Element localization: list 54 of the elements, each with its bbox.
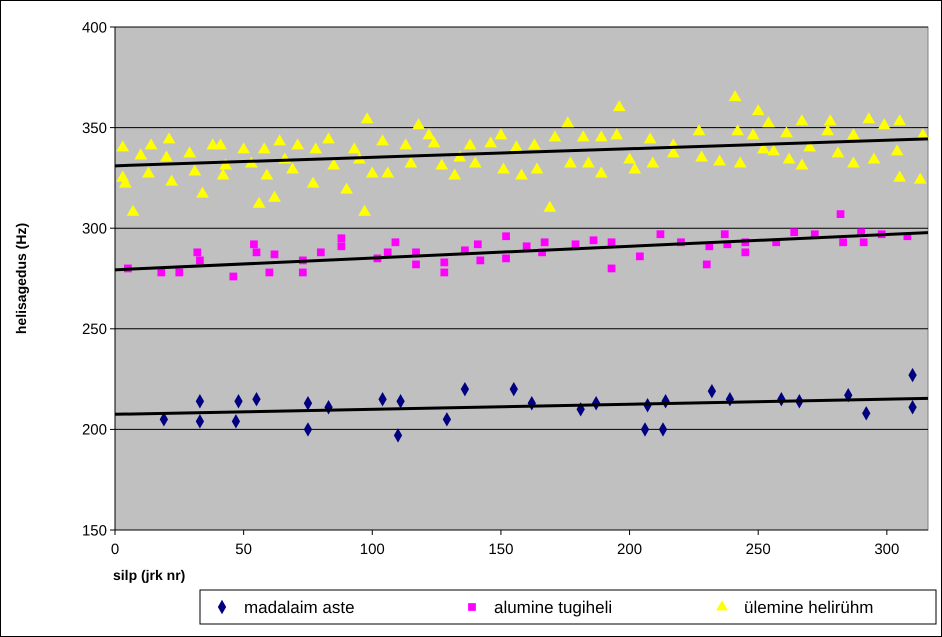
point (392, 238, 400, 246)
point (440, 268, 448, 276)
point (839, 238, 847, 246)
x-axis-title: silp (jrk nr) (113, 567, 186, 583)
point (157, 268, 166, 276)
point (412, 260, 420, 268)
point (836, 210, 844, 218)
point (338, 234, 346, 242)
legend-label: madalaim aste (244, 598, 355, 617)
point (175, 268, 184, 276)
point (270, 250, 278, 258)
point (316, 248, 325, 256)
x-tick-label: 50 (235, 541, 252, 558)
point (229, 272, 238, 280)
point (702, 260, 711, 268)
point (790, 228, 798, 236)
point (860, 238, 868, 246)
point (298, 268, 307, 276)
x-tick-label: 200 (617, 541, 642, 558)
y-tick-label: 200 (82, 422, 107, 439)
point (741, 248, 750, 256)
point (656, 230, 664, 238)
x-tick-label: 100 (360, 541, 385, 558)
point (338, 242, 346, 250)
legend-label: ülemine helirühm (744, 598, 874, 617)
point (636, 252, 644, 260)
point (252, 248, 260, 256)
y-tick-label: 400 (82, 19, 107, 36)
point (608, 264, 616, 272)
y-tick-label: 150 (82, 522, 107, 540)
point (250, 240, 258, 248)
point (193, 248, 202, 256)
x-tick-label: 300 (874, 541, 900, 558)
point (540, 238, 549, 246)
legend-label: alumine tugiheli (494, 598, 612, 617)
y-tick-label: 250 (82, 321, 107, 338)
y-tick-label: 300 (82, 220, 107, 238)
y-axis-title: helisagedus (Hz) (13, 222, 29, 334)
point (440, 258, 448, 266)
point (474, 240, 482, 248)
y-tick-label: 350 (82, 120, 107, 137)
point (590, 236, 598, 244)
point (196, 256, 204, 264)
x-tick-label: 0 (110, 541, 120, 558)
x-tick-label: 150 (488, 541, 514, 558)
point (384, 248, 392, 256)
x-tick-label: 250 (746, 541, 771, 558)
point (476, 256, 484, 264)
point (265, 268, 274, 276)
point (572, 240, 580, 248)
point (720, 230, 729, 238)
point (608, 238, 616, 246)
point (502, 254, 510, 262)
point (502, 232, 510, 240)
